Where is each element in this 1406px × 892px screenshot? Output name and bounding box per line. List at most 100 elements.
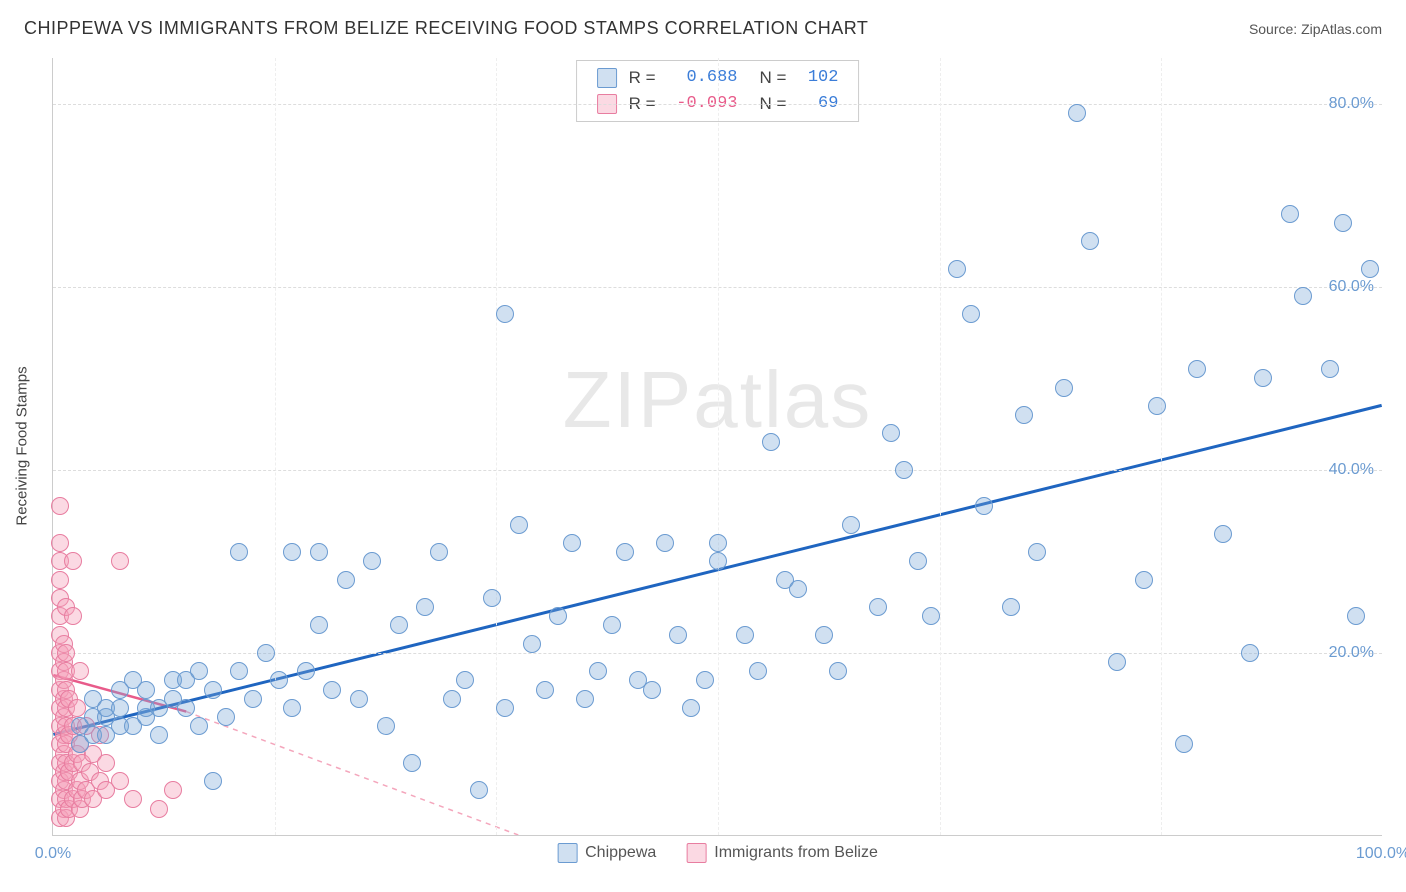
data-point	[829, 662, 847, 680]
data-point	[523, 635, 541, 653]
data-point	[150, 800, 168, 818]
legend-swatch	[686, 843, 706, 863]
data-point	[922, 607, 940, 625]
data-point	[390, 616, 408, 634]
data-point	[1108, 653, 1126, 671]
data-point	[111, 552, 129, 570]
data-point	[230, 543, 248, 561]
data-point	[310, 543, 328, 561]
legend-swatch	[557, 843, 577, 863]
gridline-v	[718, 58, 719, 835]
data-point	[815, 626, 833, 644]
data-point	[696, 671, 714, 689]
data-point	[496, 699, 514, 717]
stats-r-label: R =	[629, 65, 656, 91]
data-point	[1281, 205, 1299, 223]
data-point	[244, 690, 262, 708]
data-point	[283, 543, 301, 561]
data-point	[164, 781, 182, 799]
x-tick-label: 100.0%	[1356, 845, 1406, 863]
data-point	[1334, 214, 1352, 232]
data-point	[616, 543, 634, 561]
series-legend: Chippewa Immigrants from Belize	[557, 843, 878, 863]
data-point	[57, 644, 75, 662]
y-tick-label: 40.0%	[1329, 461, 1374, 479]
data-point	[51, 534, 69, 552]
data-point	[1321, 360, 1339, 378]
data-point	[190, 717, 208, 735]
data-point	[403, 754, 421, 772]
data-point	[1361, 260, 1379, 278]
data-point	[1254, 369, 1272, 387]
data-point	[124, 790, 142, 808]
x-tick-label: 0.0%	[35, 845, 71, 863]
data-point	[1081, 232, 1099, 250]
data-point	[549, 607, 567, 625]
data-point	[882, 424, 900, 442]
y-tick-label: 20.0%	[1329, 644, 1374, 662]
data-point	[377, 717, 395, 735]
data-point	[975, 497, 993, 515]
data-point	[563, 534, 581, 552]
data-point	[510, 516, 528, 534]
data-point	[656, 534, 674, 552]
data-point	[496, 305, 514, 323]
data-point	[1028, 543, 1046, 561]
data-point	[1148, 397, 1166, 415]
data-point	[270, 671, 288, 689]
data-point	[51, 497, 69, 515]
data-point	[589, 662, 607, 680]
data-point	[297, 662, 315, 680]
data-point	[350, 690, 368, 708]
data-point	[962, 305, 980, 323]
stats-swatch	[597, 68, 617, 88]
data-point	[111, 772, 129, 790]
data-point	[1068, 104, 1086, 122]
data-point	[111, 699, 129, 717]
data-point	[137, 681, 155, 699]
stats-n-label: N =	[760, 65, 787, 91]
data-point	[682, 699, 700, 717]
data-point	[709, 552, 727, 570]
data-point	[1188, 360, 1206, 378]
stats-r-value: 0.688	[668, 65, 738, 91]
data-point	[337, 571, 355, 589]
stats-n-value: 102	[798, 65, 838, 91]
data-point	[283, 699, 301, 717]
gridline-v	[275, 58, 276, 835]
data-point	[257, 644, 275, 662]
data-point	[1294, 287, 1312, 305]
data-point	[762, 433, 780, 451]
data-point	[869, 598, 887, 616]
data-point	[230, 662, 248, 680]
data-point	[310, 616, 328, 634]
chart-header: CHIPPEWA VS IMMIGRANTS FROM BELIZE RECEI…	[0, 0, 1406, 47]
data-point	[1347, 607, 1365, 625]
data-point	[1214, 525, 1232, 543]
data-point	[842, 516, 860, 534]
data-point	[789, 580, 807, 598]
data-point	[470, 781, 488, 799]
data-point	[71, 662, 89, 680]
chart-plot-area: ZIPatlas R =0.688N =102R =-0.093N =69 Ch…	[52, 58, 1382, 836]
data-point	[64, 607, 82, 625]
legend-item: Immigrants from Belize	[686, 843, 878, 863]
data-point	[416, 598, 434, 616]
data-point	[483, 589, 501, 607]
data-point	[456, 671, 474, 689]
data-point	[1055, 379, 1073, 397]
data-point	[97, 754, 115, 772]
data-point	[603, 616, 621, 634]
data-point	[430, 543, 448, 561]
data-point	[709, 534, 727, 552]
data-point	[443, 690, 461, 708]
data-point	[576, 690, 594, 708]
gridline-v	[496, 58, 497, 835]
legend-label: Chippewa	[585, 844, 656, 862]
data-point	[1135, 571, 1153, 589]
data-point	[363, 552, 381, 570]
data-point	[323, 681, 341, 699]
data-point	[1241, 644, 1259, 662]
gridline-v	[1161, 58, 1162, 835]
data-point	[895, 461, 913, 479]
